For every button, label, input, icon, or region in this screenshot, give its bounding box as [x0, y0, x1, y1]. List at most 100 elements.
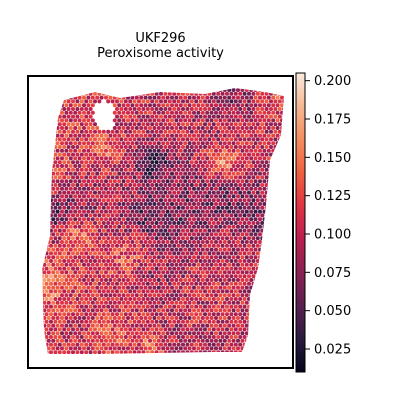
data-spot — [88, 289, 93, 294]
data-spot — [282, 175, 284, 180]
data-spot — [242, 137, 247, 142]
data-spot — [46, 255, 51, 260]
data-spot — [233, 350, 238, 354]
data-spot — [183, 240, 188, 244]
data-spot — [84, 236, 89, 241]
data-spot — [233, 274, 238, 279]
data-spot — [266, 126, 271, 130]
data-spot — [115, 266, 119, 271]
data-spot — [209, 300, 214, 305]
data-spot — [185, 122, 190, 127]
data-spot — [262, 346, 267, 351]
data-spot — [112, 95, 117, 100]
data-spot — [123, 213, 128, 218]
data-spot — [236, 202, 240, 206]
data-spot — [90, 156, 95, 161]
data-spot — [170, 232, 174, 237]
data-spot — [49, 319, 53, 324]
data-spot — [60, 270, 64, 275]
data-spot — [231, 262, 236, 267]
data-spot — [154, 198, 159, 203]
data-spot — [68, 247, 73, 252]
data-spot — [134, 148, 139, 153]
data-spot — [218, 285, 223, 290]
data-spot — [141, 228, 146, 233]
data-spot — [143, 316, 148, 320]
data-spot — [275, 156, 280, 161]
data-spot — [251, 312, 256, 317]
data-spot — [156, 103, 161, 108]
data-spot — [214, 209, 218, 214]
data-spot — [121, 278, 126, 282]
data-spot — [176, 205, 181, 210]
data-spot — [38, 270, 42, 274]
data-spot — [99, 232, 104, 237]
data-spot — [218, 217, 223, 222]
data-spot — [51, 95, 56, 100]
data-spot — [218, 141, 223, 146]
data-spot — [128, 289, 133, 294]
data-spot — [130, 270, 135, 275]
data-spot — [249, 95, 254, 100]
data-spot — [238, 342, 243, 347]
data-spot — [46, 247, 51, 252]
data-spot — [266, 141, 271, 146]
data-spot — [172, 342, 177, 347]
data-spot — [238, 205, 243, 210]
data-spot — [225, 251, 229, 256]
data-spot — [196, 255, 201, 260]
data-spot — [264, 175, 269, 180]
data-spot — [258, 300, 262, 305]
data-spot — [266, 323, 271, 328]
data-spot — [271, 346, 276, 351]
data-spot — [128, 243, 133, 248]
data-spot — [284, 270, 288, 274]
data-spot — [198, 274, 203, 279]
data-spot — [86, 171, 91, 176]
data-spot — [249, 247, 254, 252]
data-spot — [227, 285, 232, 290]
data-spot — [178, 186, 183, 191]
data-spot — [101, 205, 106, 210]
data-spot — [277, 297, 282, 301]
data-spot — [196, 186, 201, 191]
data-spot — [73, 118, 78, 123]
data-spot — [99, 262, 104, 267]
data-spot — [49, 281, 53, 286]
data-spot — [64, 316, 69, 320]
data-spot — [64, 240, 69, 244]
data-spot — [44, 145, 49, 149]
data-spot — [42, 160, 45, 165]
data-spot — [214, 270, 218, 275]
data-spot — [44, 129, 49, 134]
data-spot — [137, 91, 141, 96]
data-spot — [84, 152, 89, 157]
data-spot — [242, 259, 247, 263]
data-spot — [194, 198, 199, 203]
data-spot — [249, 285, 254, 290]
data-spot — [275, 179, 280, 184]
data-spot — [134, 331, 139, 336]
data-spot — [117, 346, 122, 351]
data-spot — [225, 335, 229, 339]
data-spot — [260, 107, 265, 111]
data-spot — [119, 152, 124, 157]
data-spot — [192, 133, 196, 138]
data-spot — [225, 167, 229, 172]
data-spot — [236, 316, 240, 320]
data-spot — [181, 183, 185, 187]
data-spot — [71, 297, 75, 301]
data-spot — [196, 164, 201, 168]
data-spot — [196, 285, 201, 290]
data-spot — [185, 266, 190, 271]
data-spot — [244, 186, 249, 191]
data-spot — [88, 122, 93, 127]
data-spot — [150, 213, 155, 218]
data-spot — [198, 122, 203, 127]
data-spot — [38, 149, 42, 153]
data-spot — [82, 331, 86, 336]
data-spot — [75, 152, 80, 157]
data-spot — [216, 99, 221, 104]
data-spot — [266, 338, 271, 343]
data-spot — [90, 126, 95, 130]
